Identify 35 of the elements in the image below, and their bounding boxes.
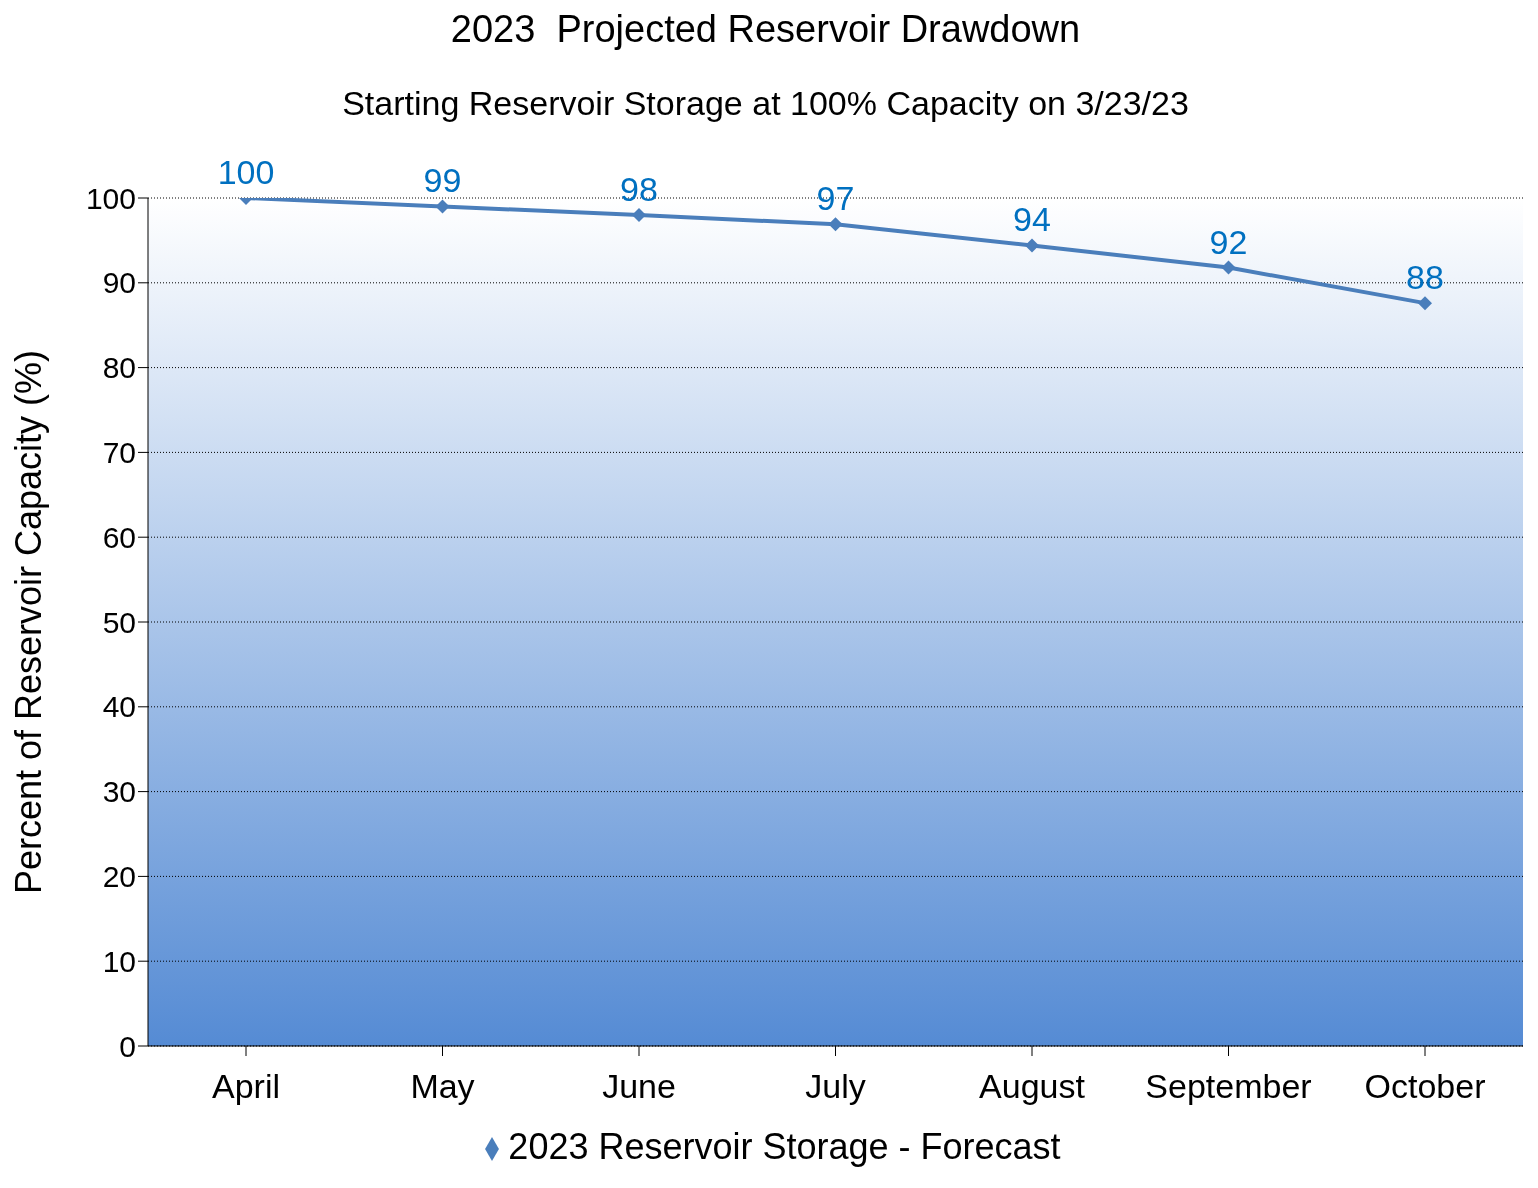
chart-title: 2023 Projected Reservoir Drawdown bbox=[449, 8, 1082, 52]
y-axis-title: Percent of Reservoir Capacity (%) bbox=[7, 349, 49, 895]
legend-label: 2023 Reservoir Storage - Forecast bbox=[508, 1126, 1061, 1167]
y-tick-label: 10 bbox=[102, 944, 136, 978]
y-tick-label: 30 bbox=[102, 775, 136, 809]
data-label: 99 bbox=[423, 161, 462, 200]
y-tick-label: 100 bbox=[85, 181, 136, 215]
y-tick-label: 20 bbox=[102, 860, 136, 894]
point bbox=[1418, 296, 1432, 311]
point bbox=[828, 217, 843, 232]
y-tick-label: 50 bbox=[102, 605, 136, 639]
data-label: 92 bbox=[1209, 222, 1248, 261]
y-tick-label: 80 bbox=[102, 351, 136, 385]
x-tick-label: July bbox=[805, 1067, 866, 1106]
y-tick-label: 40 bbox=[102, 690, 136, 724]
y-tick-label: 90 bbox=[102, 266, 136, 300]
y-tick-label: 0 bbox=[119, 1029, 136, 1063]
x-tick-label: June bbox=[602, 1067, 676, 1106]
point bbox=[1025, 238, 1039, 253]
point bbox=[1221, 260, 1236, 275]
data-label: 98 bbox=[620, 169, 658, 208]
data-label: 100 bbox=[217, 153, 275, 191]
x-tick-label: April bbox=[211, 1067, 281, 1106]
x-tick-label: October bbox=[1364, 1067, 1486, 1106]
x-tick-label: September bbox=[1145, 1067, 1312, 1106]
data-label: 94 bbox=[1013, 200, 1051, 239]
point bbox=[632, 207, 646, 222]
y-tick-label: 70 bbox=[102, 436, 136, 470]
chart-subtitle: Starting Reservoir Storage at 100% Capacity on 3/23/23 bbox=[341, 83, 1190, 124]
data-label: 88 bbox=[1406, 258, 1444, 297]
x-tick-label: August bbox=[979, 1067, 1086, 1106]
x-tick-label: May bbox=[410, 1067, 475, 1106]
data-label: 97 bbox=[816, 179, 855, 218]
y-tick-label: 60 bbox=[102, 520, 136, 554]
point bbox=[435, 199, 450, 214]
